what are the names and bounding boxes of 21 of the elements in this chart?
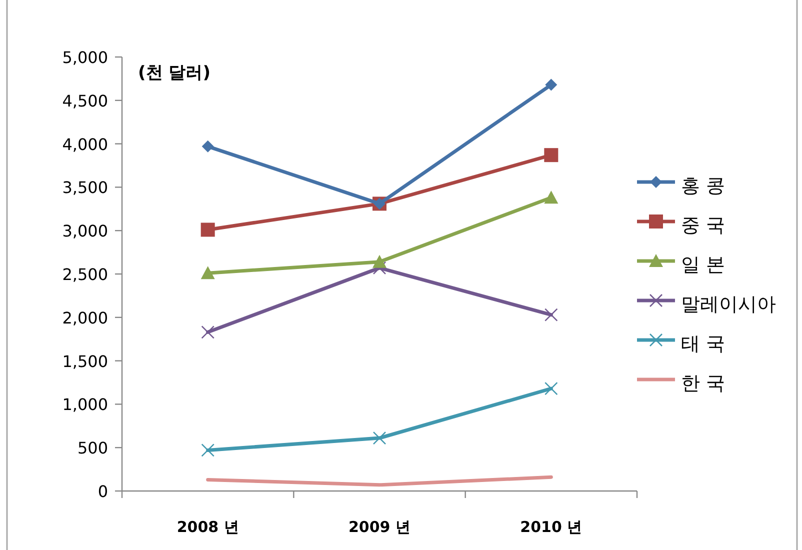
y-tick-label: 4,000	[62, 134, 108, 154]
legend-label: 말레이시아	[681, 294, 776, 316]
legend-label: 중 국	[681, 214, 726, 236]
legend-label: 일 본	[681, 254, 726, 276]
y-tick-label: 2,000	[62, 308, 108, 328]
legend-label: 한 국	[681, 372, 726, 394]
legend-label: 홍 콩	[681, 175, 726, 197]
y-tick-label: 1,500	[62, 352, 108, 371]
y-tick-label: 500	[77, 438, 108, 458]
y-axis-title: (천 달러)	[138, 63, 210, 83]
x-tick-label: 2010 년	[520, 518, 582, 536]
y-tick-label: 0	[98, 482, 108, 501]
x-tick-label: 2009 년	[348, 518, 410, 536]
y-tick-label: 3,000	[62, 222, 108, 241]
y-tick-label: 3,500	[62, 178, 108, 198]
y-tick-label: 5,000	[62, 48, 108, 67]
x-tick-label: 2008 년	[176, 518, 239, 536]
y-tick-label: 2,500	[62, 265, 108, 284]
y-tick-label: 4,500	[62, 91, 108, 110]
legend-label: 태 국	[681, 333, 726, 355]
y-tick-label: 1,000	[62, 395, 108, 414]
